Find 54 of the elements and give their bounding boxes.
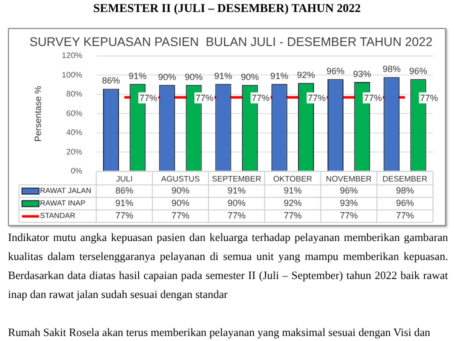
data-label: 90% <box>171 198 190 208</box>
text: 77% <box>364 92 382 103</box>
data-label: 77% <box>284 210 302 221</box>
data-label: 77% <box>171 210 190 221</box>
y-axis-title: Persentase % <box>32 86 43 142</box>
chart-title: SURVEY KEPUASAN PASIEN BULAN JULI - DESEMBER TAHUN 2022 <box>29 34 433 49</box>
text: 90% <box>184 72 203 82</box>
x-tick-label: NOVEMBER <box>326 174 372 184</box>
text: Indikator mutu angka kepuasan pasien dan keluarga terhadap pelayanan memberikan gambaran kualitas dalam terselenggaranya pelayanan di semua unit yang mampu memberikan kepuasan. Berdasarkan data diatas hasil capaian pada semester II (Juli – September) tahun 2022 baik rawat inap dan rawat jalan sudah sesuai dengan standar <box>8 231 448 303</box>
text: 86% <box>102 76 120 86</box>
y-tick-label: 80% <box>66 90 82 99</box>
data-label: 77% <box>228 210 246 221</box>
text: 98% <box>382 64 401 74</box>
text: Rumah Sakit Rosela akan terus memberikan pelayanan yang maksimal sesuai dengan Visi dan <box>8 326 432 341</box>
x-tick-label: JULI <box>116 174 133 184</box>
y-tick-label: 40% <box>66 128 82 138</box>
text: 90% <box>158 72 176 82</box>
text: 91% <box>214 70 232 81</box>
text: SEMESTER II (JULI – DESEMBER) TAHUN 2022 <box>92 1 362 15</box>
y-tick-label: 0% <box>70 166 82 176</box>
data-label: 90% <box>228 198 246 208</box>
data-label: 91% <box>115 198 134 208</box>
data-label: 91% <box>228 186 246 196</box>
text: 77% <box>420 92 438 103</box>
x-tick-label: AGUSTUS <box>161 174 200 184</box>
data-label: 86% <box>115 186 134 196</box>
data-label: 77% <box>340 210 358 221</box>
data-label: 77% <box>396 210 414 221</box>
text: 77% <box>308 92 326 103</box>
data-label: 93% <box>340 198 358 208</box>
text: 91% <box>128 70 147 81</box>
x-tick-label: OKTOBER <box>273 174 312 184</box>
text: 91% <box>270 70 288 81</box>
text: 92% <box>297 70 316 80</box>
data-label: 90% <box>171 186 190 196</box>
data-label: 92% <box>284 198 302 208</box>
y-tick-label: 100% <box>62 70 82 80</box>
text: 96% <box>409 66 428 76</box>
data-label: 77% <box>115 210 134 221</box>
x-tick-label: SEPTEMBER <box>212 174 262 184</box>
y-tick-label: 60% <box>66 108 82 118</box>
text: 96% <box>326 66 344 76</box>
y-tick-label: 20% <box>66 147 82 156</box>
text: 77% <box>195 92 214 103</box>
y-tick-label: 120% <box>62 51 82 60</box>
data-label: 98% <box>396 186 414 196</box>
data-label: 96% <box>340 186 358 196</box>
text: 93% <box>353 68 372 79</box>
data-label: 96% <box>396 198 414 208</box>
text: 77% <box>139 92 158 103</box>
text: 77% <box>252 92 270 103</box>
text: 90% <box>240 72 259 82</box>
data-label: 91% <box>284 186 302 196</box>
x-tick-label: DESEMBER <box>382 174 428 184</box>
